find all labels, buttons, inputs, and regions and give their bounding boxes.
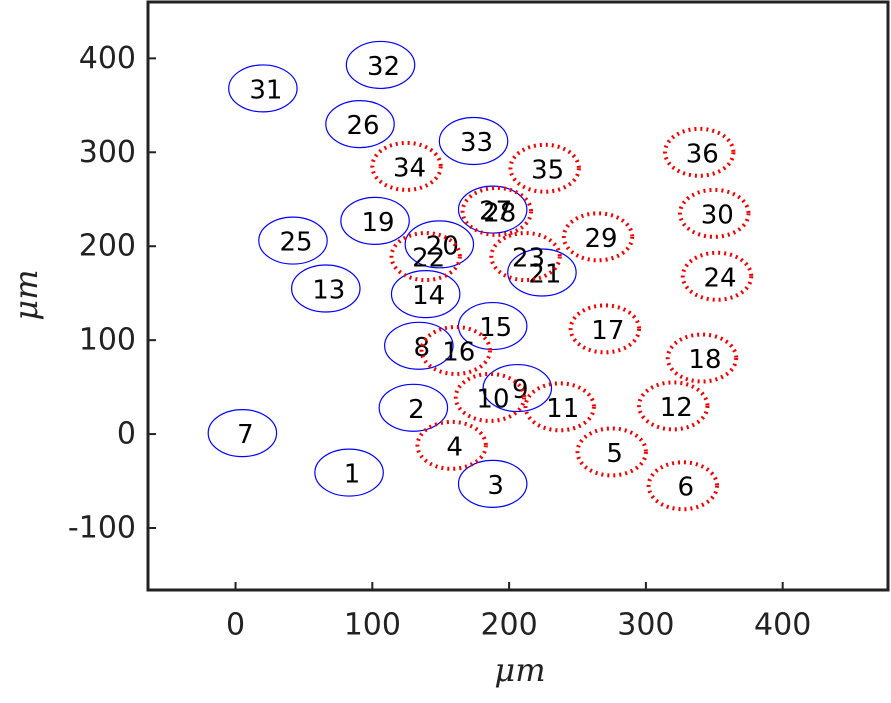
cell-outline [678,187,751,239]
cell-label: 13 [312,275,345,305]
cell-outline [415,419,488,471]
cell-outline [390,270,461,319]
cell-outline [508,142,581,194]
cell-label: 16 [442,337,475,367]
cell-outline [568,303,642,355]
cell-outline [646,460,720,512]
cell-outline [404,220,475,269]
x-tick-label: 100 [344,608,401,643]
cell-outline [663,126,736,178]
cell-outline [340,196,410,245]
cell-outline [345,40,416,90]
cell-outline [680,250,754,302]
cell-outline [575,426,648,478]
cell-label: 31 [249,75,282,105]
cell-label: 11 [546,394,579,424]
cell-label: 4 [446,432,463,462]
cell-outline [482,363,553,413]
y-tick-label: 200 [79,229,136,264]
cell-label: 18 [688,345,721,375]
cell-label: 20 [426,231,459,261]
cell-label: 1 [344,460,361,490]
cell-outline [370,140,443,192]
y-tick-label: 300 [79,135,136,170]
cell-label: 25 [279,228,312,258]
cell-label: 14 [412,281,445,311]
cell-outline [523,381,596,433]
cell-label: 22 [412,244,445,274]
cell-outline [561,211,635,263]
cell-label: 28 [483,198,516,228]
x-axis-label: μm [494,651,545,689]
x-tick-label: 300 [617,608,674,643]
cell-outline [314,448,384,497]
cell-outline [228,64,298,113]
cell-outline [325,100,395,149]
cell-label: 19 [362,208,395,238]
cell-label: 32 [367,52,400,82]
cell-outline [457,459,528,508]
cell-outline [637,380,710,432]
x-tick-label: 400 [754,608,811,643]
cell-outline [419,324,492,376]
cell-outline [438,116,509,166]
cell-label: 12 [660,393,693,423]
cell-label: 8 [414,333,431,363]
cell-label: 33 [460,128,493,158]
cell-label: 34 [393,153,426,183]
cell-label: 10 [476,384,509,414]
cell-outline [207,409,278,458]
cell-label: 35 [531,155,564,185]
cell-label: 3 [487,471,504,501]
cell-outline [489,231,562,283]
cell-outline [258,216,328,265]
plot-frame [146,0,890,592]
cell-label: 24 [703,263,736,293]
cell-outline [389,231,462,283]
cell-label: 30 [701,200,734,230]
cell-label: 23 [512,244,545,274]
cell-label: 26 [346,111,379,141]
y-axis-label: μm [7,269,45,320]
cell-outline [665,332,739,384]
cell-outline [384,321,454,370]
cell-label: 17 [591,316,624,346]
x-tick-label: 0 [226,608,245,643]
cell-outline [453,371,527,423]
x-tick-label: 200 [480,608,537,643]
plot-area [148,2,888,590]
cell-label: 2 [408,395,425,425]
cell-label: 7 [237,420,254,450]
y-tick-label: 400 [79,41,136,76]
y-tick-label: 100 [79,323,136,358]
cell-label: 29 [584,224,617,254]
cell-label: 27 [479,197,512,227]
cell-label: 6 [678,473,695,503]
y-tick-label: -100 [68,511,136,546]
cell-label: 5 [606,439,623,469]
cell-outline [378,383,449,432]
cell-outline [291,264,361,313]
y-tick-label: 0 [117,417,136,452]
cell-outline [507,248,577,297]
cell-label: 36 [686,139,719,169]
cell-outline [460,185,533,237]
